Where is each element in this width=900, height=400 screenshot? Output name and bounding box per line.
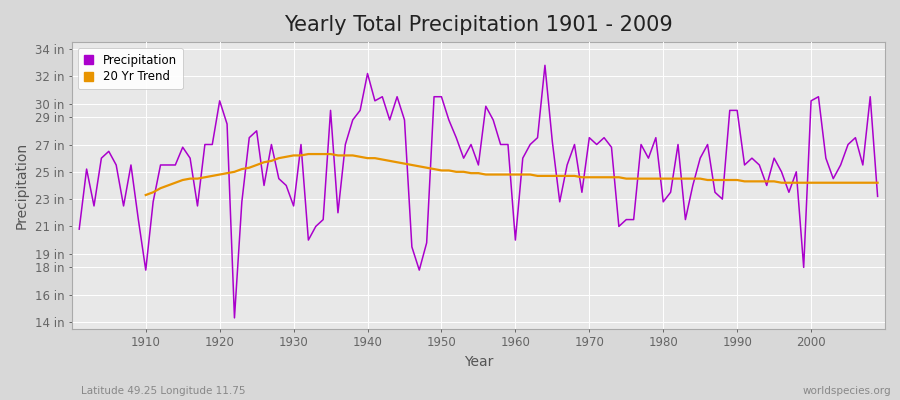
- Text: Latitude 49.25 Longitude 11.75: Latitude 49.25 Longitude 11.75: [81, 386, 246, 396]
- Title: Yearly Total Precipitation 1901 - 2009: Yearly Total Precipitation 1901 - 2009: [284, 15, 673, 35]
- Y-axis label: Precipitation: Precipitation: [15, 142, 29, 229]
- X-axis label: Year: Year: [464, 355, 493, 369]
- Text: worldspecies.org: worldspecies.org: [803, 386, 891, 396]
- Legend: Precipitation, 20 Yr Trend: Precipitation, 20 Yr Trend: [77, 48, 183, 89]
